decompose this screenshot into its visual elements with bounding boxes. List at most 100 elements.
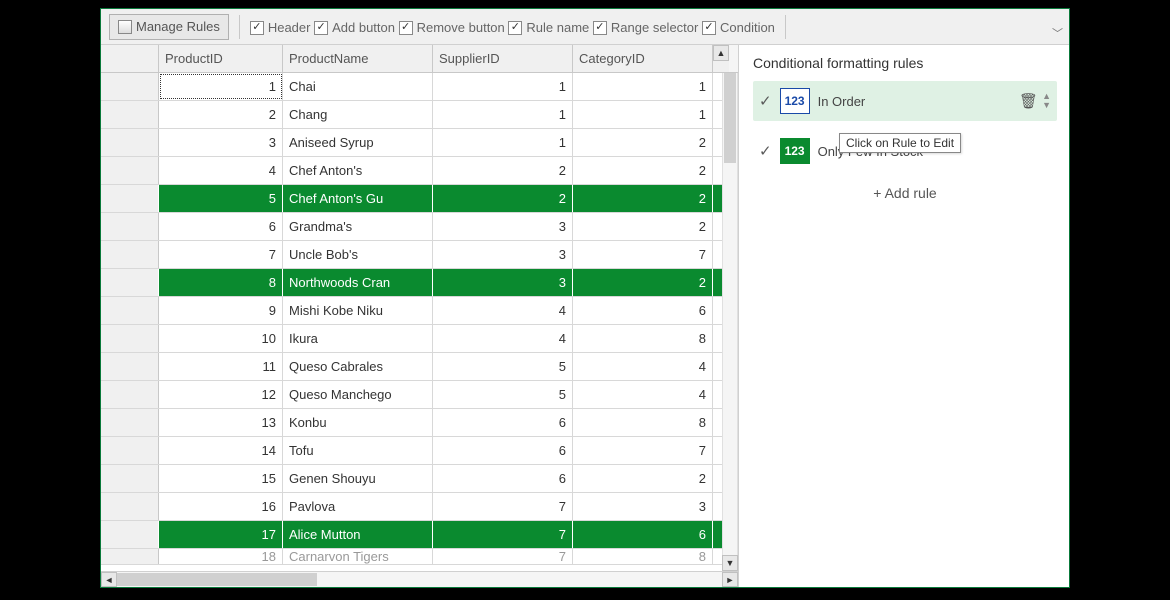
cell-productname[interactable]: Carnarvon Tigers <box>283 549 433 564</box>
cell-supplierid[interactable]: 5 <box>433 381 573 408</box>
toolbar-checkbox-remove-button[interactable]: ✓Remove button <box>399 20 505 35</box>
cell-productid[interactable]: 6 <box>159 213 283 240</box>
cell-productid[interactable]: 2 <box>159 101 283 128</box>
cell-categoryid[interactable]: 6 <box>573 521 713 548</box>
toolbar-checkbox-condition[interactable]: ✓Condition <box>702 20 775 35</box>
cell-productname[interactable]: Tofu <box>283 437 433 464</box>
row-header[interactable] <box>101 297 159 324</box>
table-row[interactable]: 17Alice Mutton76 <box>101 521 722 549</box>
reorder-arrows[interactable]: ▲▼ <box>1042 92 1051 110</box>
cell-supplierid[interactable]: 6 <box>433 465 573 492</box>
rule-enabled-check-icon[interactable]: ✓ <box>759 142 772 160</box>
cell-supplierid[interactable]: 2 <box>433 185 573 212</box>
cell-supplierid[interactable]: 3 <box>433 241 573 268</box>
table-row[interactable]: 8Northwoods Cran32 <box>101 269 722 297</box>
cell-productname[interactable]: Chef Anton's Gu <box>283 185 433 212</box>
table-row[interactable]: 15Genen Shouyu62 <box>101 465 722 493</box>
table-row[interactable]: 6Grandma's32 <box>101 213 722 241</box>
row-header[interactable] <box>101 73 159 100</box>
cell-productname[interactable]: Northwoods Cran <box>283 269 433 296</box>
cell-categoryid[interactable]: 2 <box>573 157 713 184</box>
cell-productid[interactable]: 7 <box>159 241 283 268</box>
table-row[interactable]: 2Chang11 <box>101 101 722 129</box>
row-header[interactable] <box>101 521 159 548</box>
table-row[interactable]: 3Aniseed Syrup12 <box>101 129 722 157</box>
rule-item[interactable]: ✓123In Order🗑▲▼ <box>753 81 1057 121</box>
cell-productid[interactable]: 3 <box>159 129 283 156</box>
cell-supplierid[interactable]: 7 <box>433 549 573 564</box>
vertical-scroll-track[interactable] <box>722 73 738 555</box>
manage-rules-button[interactable]: Manage Rules <box>109 14 229 40</box>
row-header[interactable] <box>101 101 159 128</box>
cell-categoryid[interactable]: 8 <box>573 549 713 564</box>
row-header[interactable] <box>101 325 159 352</box>
row-header[interactable] <box>101 353 159 380</box>
grid-corner[interactable] <box>101 45 159 72</box>
cell-productid[interactable]: 17 <box>159 521 283 548</box>
cell-productname[interactable]: Queso Manchego <box>283 381 433 408</box>
horizontal-scroll-thumb[interactable] <box>117 573 317 586</box>
cell-productid[interactable]: 18 <box>159 549 283 564</box>
cell-supplierid[interactable]: 1 <box>433 129 573 156</box>
cell-supplierid[interactable]: 4 <box>433 297 573 324</box>
table-row[interactable]: 11Queso Cabrales54 <box>101 353 722 381</box>
row-header[interactable] <box>101 269 159 296</box>
horizontal-scroll-track[interactable] <box>117 572 722 587</box>
table-row[interactable]: 14Tofu67 <box>101 437 722 465</box>
cell-categoryid[interactable]: 4 <box>573 381 713 408</box>
cell-categoryid[interactable]: 8 <box>573 325 713 352</box>
cell-productid[interactable]: 14 <box>159 437 283 464</box>
table-row[interactable]: 16Pavlova73 <box>101 493 722 521</box>
table-row[interactable]: 18Carnarvon Tigers78 <box>101 549 722 565</box>
cell-productname[interactable]: Chai <box>283 73 433 100</box>
cell-supplierid[interactable]: 3 <box>433 213 573 240</box>
cell-productname[interactable]: Konbu <box>283 409 433 436</box>
cell-categoryid[interactable]: 8 <box>573 409 713 436</box>
cell-categoryid[interactable]: 7 <box>573 241 713 268</box>
cell-productname[interactable]: Chef Anton's <box>283 157 433 184</box>
cell-productid[interactable]: 15 <box>159 465 283 492</box>
cell-productid[interactable]: 11 <box>159 353 283 380</box>
column-header-productid[interactable]: ProductID <box>159 45 283 72</box>
cell-categoryid[interactable]: 2 <box>573 213 713 240</box>
cell-categoryid[interactable]: 7 <box>573 437 713 464</box>
cell-productname[interactable]: Aniseed Syrup <box>283 129 433 156</box>
cell-productname[interactable]: Ikura <box>283 325 433 352</box>
cell-categoryid[interactable]: 2 <box>573 185 713 212</box>
table-row[interactable]: 12Queso Manchego54 <box>101 381 722 409</box>
delete-rule-icon[interactable]: 🗑 <box>1019 92 1038 110</box>
toolbar-checkbox-header[interactable]: ✓Header <box>250 20 311 35</box>
scroll-left-button[interactable]: ◄ <box>101 572 117 587</box>
cell-productname[interactable]: Uncle Bob's <box>283 241 433 268</box>
vertical-scroll-thumb[interactable] <box>724 73 736 163</box>
table-row[interactable]: 7Uncle Bob's37 <box>101 241 722 269</box>
table-row[interactable]: 13Konbu68 <box>101 409 722 437</box>
vertical-scrollbar[interactable]: ▼ <box>722 73 738 571</box>
cell-productid[interactable]: 12 <box>159 381 283 408</box>
table-row[interactable]: 4Chef Anton's22 <box>101 157 722 185</box>
move-rule-down-icon[interactable]: ▼ <box>1042 101 1051 110</box>
cell-categoryid[interactable]: 2 <box>573 129 713 156</box>
cell-productid[interactable]: 9 <box>159 297 283 324</box>
cell-productid[interactable]: 4 <box>159 157 283 184</box>
cell-supplierid[interactable]: 1 <box>433 73 573 100</box>
cell-productname[interactable]: Alice Mutton <box>283 521 433 548</box>
cell-supplierid[interactable]: 6 <box>433 437 573 464</box>
cell-supplierid[interactable]: 1 <box>433 101 573 128</box>
table-row[interactable]: 5Chef Anton's Gu22 <box>101 185 722 213</box>
table-row[interactable]: 9Mishi Kobe Niku46 <box>101 297 722 325</box>
cell-productid[interactable]: 10 <box>159 325 283 352</box>
column-header-productname[interactable]: ProductName <box>283 45 433 72</box>
cell-productid[interactable]: 8 <box>159 269 283 296</box>
row-header[interactable] <box>101 437 159 464</box>
cell-supplierid[interactable]: 5 <box>433 353 573 380</box>
row-header[interactable] <box>101 381 159 408</box>
row-header[interactable] <box>101 241 159 268</box>
cell-supplierid[interactable]: 6 <box>433 409 573 436</box>
row-header[interactable] <box>101 493 159 520</box>
cell-supplierid[interactable]: 3 <box>433 269 573 296</box>
toolbar-checkbox-range-selector[interactable]: ✓Range selector <box>593 20 698 35</box>
row-header[interactable] <box>101 157 159 184</box>
row-header[interactable] <box>101 129 159 156</box>
cell-productname[interactable]: Mishi Kobe Niku <box>283 297 433 324</box>
